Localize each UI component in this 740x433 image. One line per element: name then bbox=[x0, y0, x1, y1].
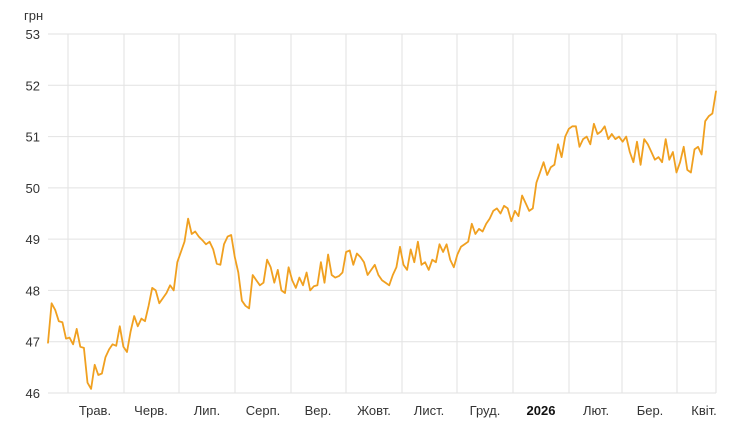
y-tick-label: 48 bbox=[26, 283, 40, 298]
y-tick-label: 51 bbox=[26, 130, 40, 145]
x-tick-label: 2026 bbox=[527, 403, 556, 418]
y-tick-label: 53 bbox=[26, 27, 40, 42]
x-tick-label: Лют. bbox=[583, 403, 609, 418]
series-layer bbox=[47, 90, 717, 390]
y-axis-unit-label: грн bbox=[24, 8, 43, 23]
y-tick-label: 49 bbox=[26, 232, 40, 247]
x-tick-label: Жовт. bbox=[357, 403, 391, 418]
x-tick-label: Груд. bbox=[470, 403, 501, 418]
x-tick-label: Серп. bbox=[246, 403, 281, 418]
exchange-rate-line bbox=[47, 90, 717, 390]
x-tick-label: Квіт. bbox=[691, 403, 717, 418]
gridlines bbox=[48, 33, 717, 394]
y-tick-label: 50 bbox=[26, 181, 40, 196]
x-tick-label: Лист. bbox=[414, 403, 444, 418]
y-tick-label: 46 bbox=[26, 386, 40, 401]
x-tick-label: Черв. bbox=[134, 403, 168, 418]
x-tick-label: Вер. bbox=[305, 403, 332, 418]
x-tick-label: Лип. bbox=[194, 403, 220, 418]
y-tick-label: 47 bbox=[26, 335, 40, 350]
x-tick-label: Трав. bbox=[79, 403, 111, 418]
x-tick-label: Бер. bbox=[637, 403, 664, 418]
y-axis-ticks: 53 52 51 50 49 48 47 46 bbox=[26, 27, 40, 401]
x-axis-ticks: Трав. Черв. Лип. Серп. Вер. Жовт. Лист. Груд. 20… bbox=[79, 403, 717, 418]
y-tick-label: 52 bbox=[26, 78, 40, 93]
